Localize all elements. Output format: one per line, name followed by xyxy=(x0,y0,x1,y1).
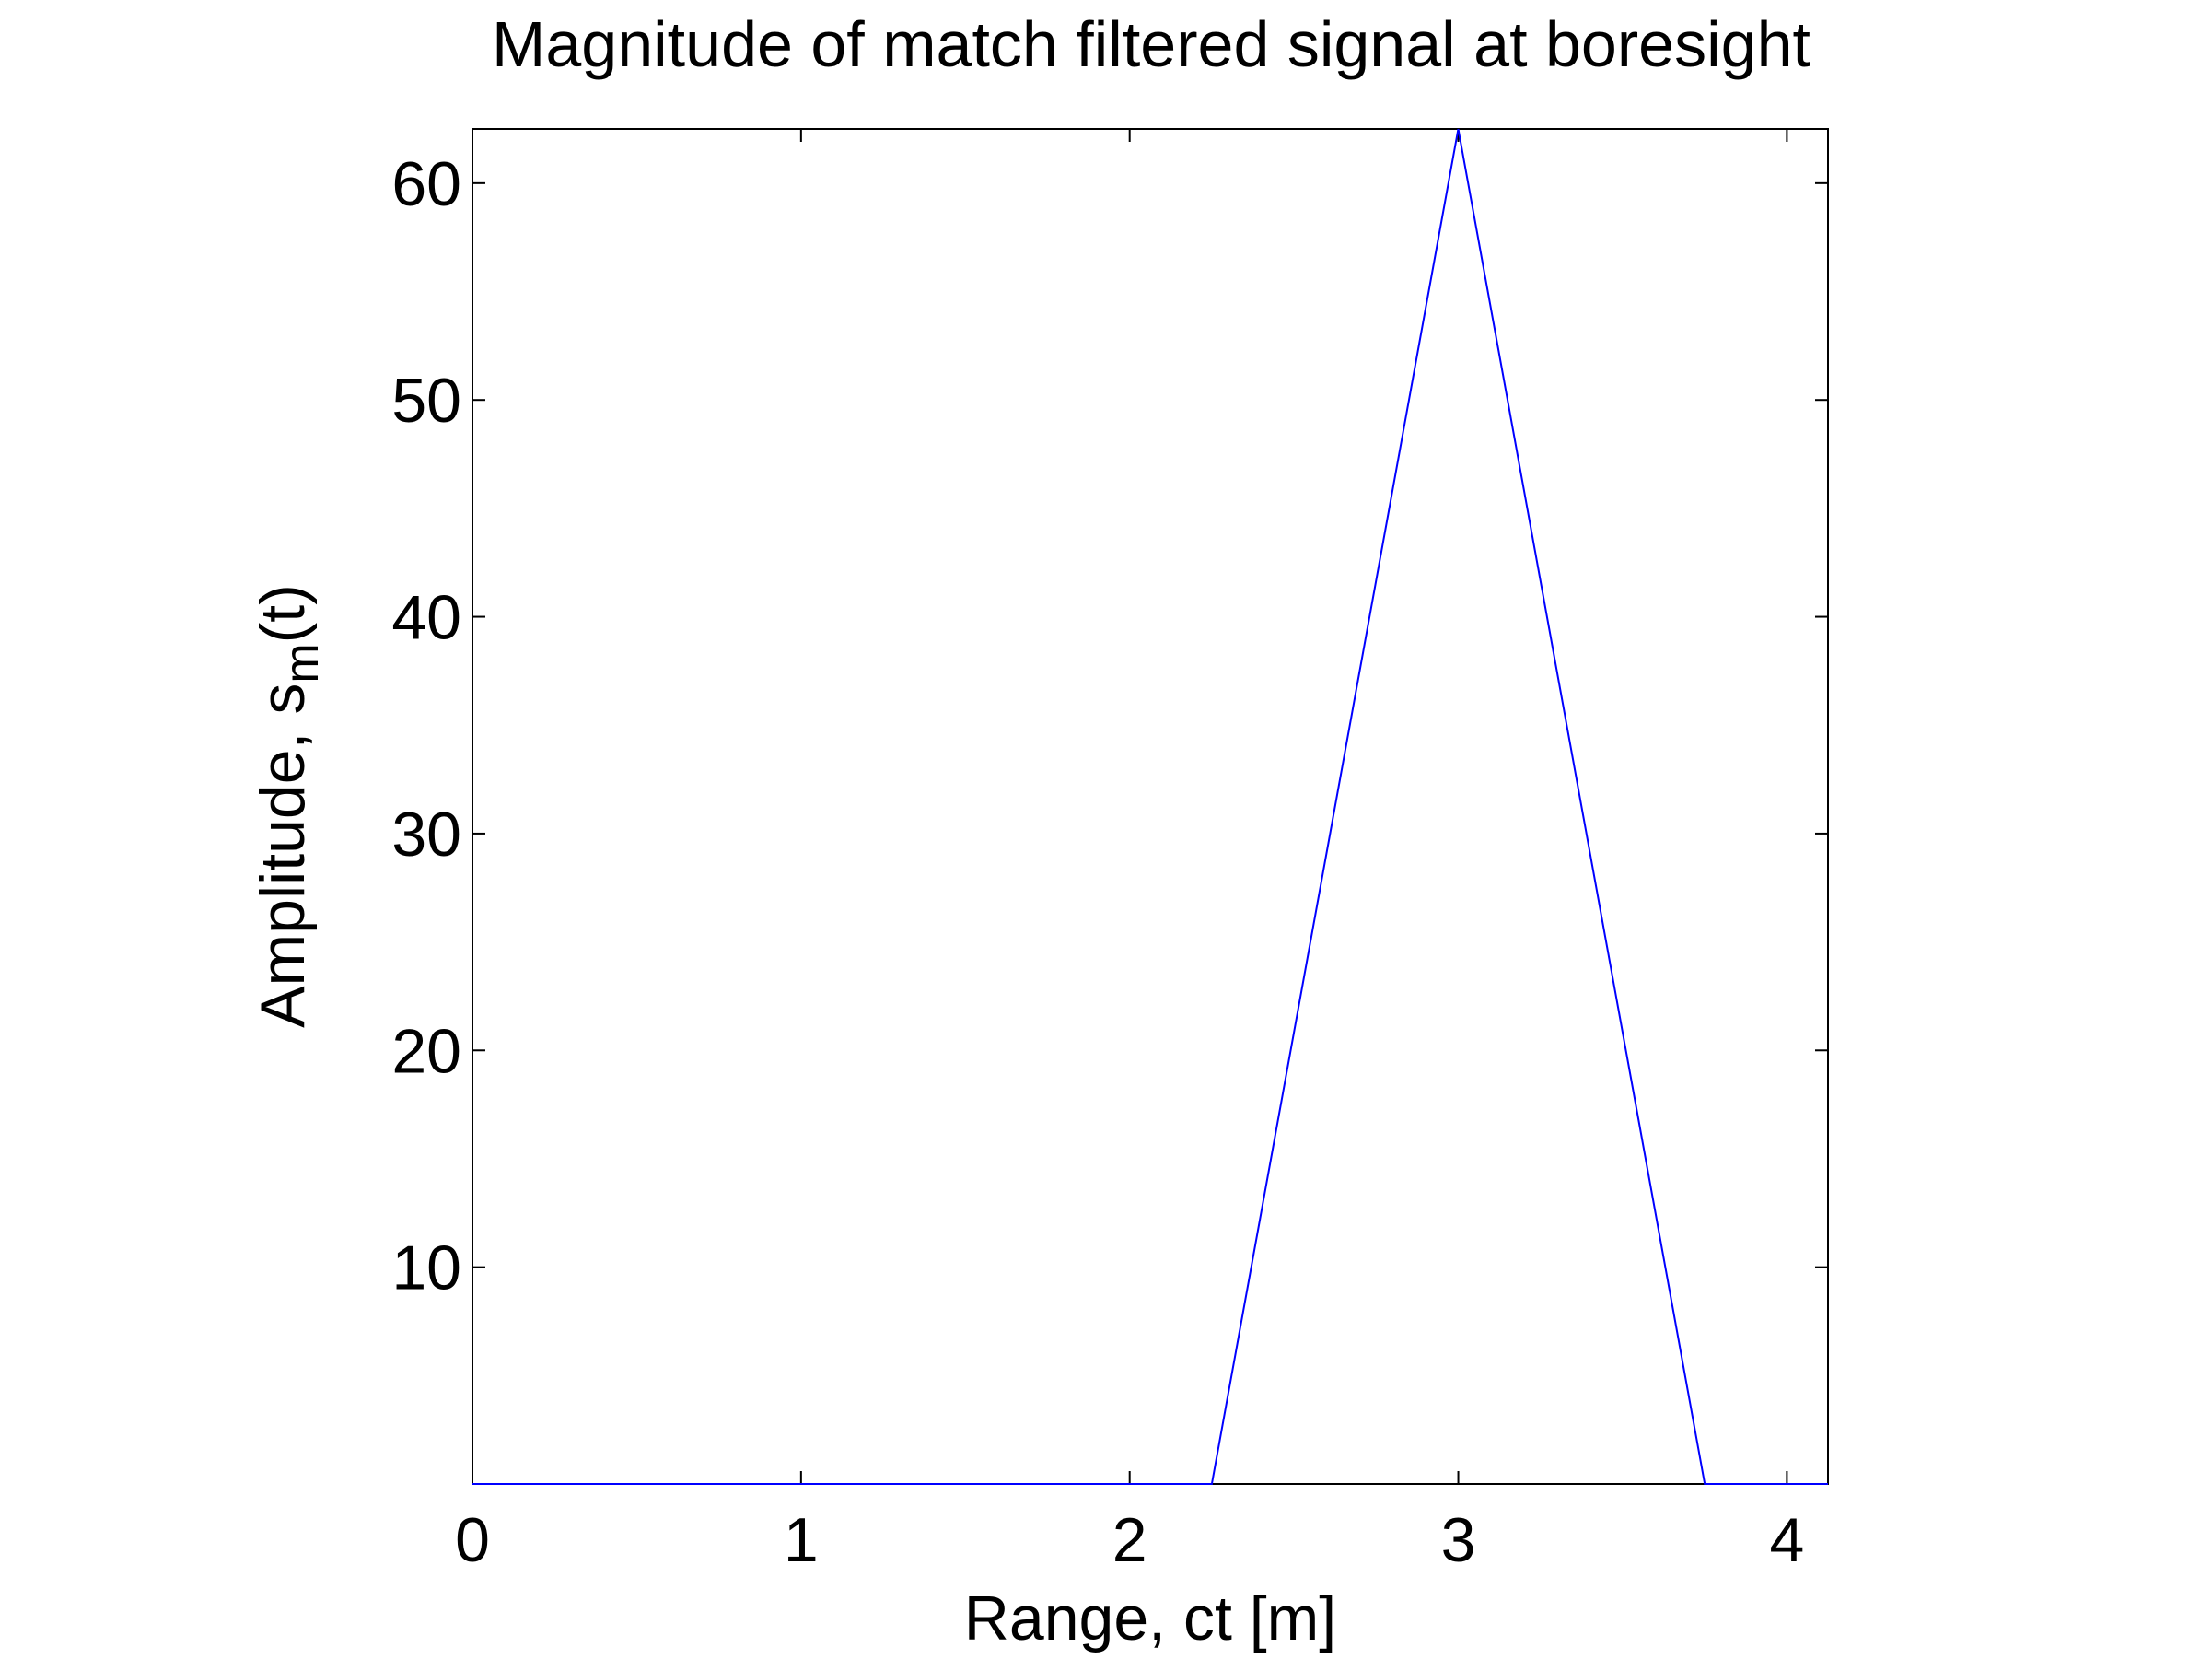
y-tick-label: 20 xyxy=(391,1016,461,1086)
plot-area: 0 1 2 3 4 10 20 30 40 50 60 xyxy=(391,128,1829,1575)
chart-title: Magnitude of match filtered signal at bo… xyxy=(492,8,1810,80)
y-axis-label-tail: (t) xyxy=(248,584,318,643)
y-axis-label-subscript: m xyxy=(275,643,329,683)
x-tick-label: 4 xyxy=(1769,1505,1804,1575)
y-tick-label: 10 xyxy=(391,1233,461,1303)
y-tick-label: 60 xyxy=(391,149,461,219)
series-group xyxy=(472,128,1828,1485)
x-tick-label: 2 xyxy=(1112,1505,1147,1575)
x-ticks: 0 1 2 3 4 xyxy=(455,129,1804,1575)
y-tick-label: 50 xyxy=(391,366,461,436)
y-axis-label-main: Amplitude, s xyxy=(248,683,318,1028)
y-ticks: 10 20 30 40 50 60 xyxy=(391,149,1828,1303)
y-tick-label: 40 xyxy=(391,583,461,653)
y-tick-label: 30 xyxy=(391,800,461,870)
y-axis-label: Amplitude, sm(t) xyxy=(248,584,329,1028)
x-tick-label: 3 xyxy=(1441,1505,1476,1575)
x-axis-label: Range, ct [m] xyxy=(964,1583,1336,1653)
series-line xyxy=(472,128,1828,1485)
x-tick-label: 0 xyxy=(455,1505,490,1575)
x-tick-label: 1 xyxy=(784,1505,819,1575)
